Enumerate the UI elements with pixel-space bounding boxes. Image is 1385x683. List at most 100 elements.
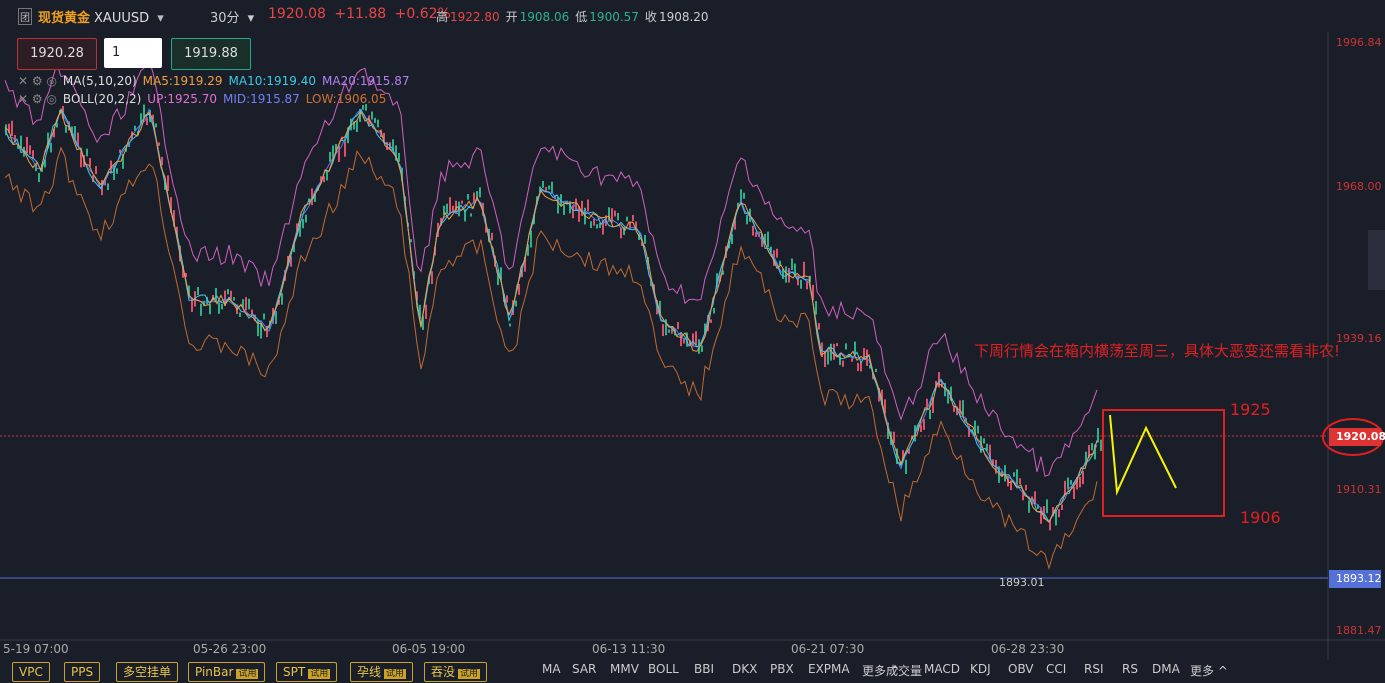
candle: [89, 158, 91, 167]
stat-value: 1908.06: [519, 10, 570, 24]
candle: [1076, 477, 1078, 490]
sub-indicator[interactable]: CCI: [1046, 662, 1067, 676]
range-box: [1102, 409, 1225, 517]
pattern-button[interactable]: 孕线 试用: [350, 662, 414, 682]
qty-input[interactable]: 1: [104, 38, 162, 68]
price-tick: 1881.47: [1336, 624, 1382, 637]
candle: [1013, 472, 1015, 477]
candle: [188, 285, 190, 298]
main-indicator[interactable]: EXPMA: [808, 662, 850, 676]
pattern-button[interactable]: PinBar 试用: [188, 662, 266, 682]
candle: [932, 397, 934, 413]
candle: [734, 217, 736, 230]
candle: [233, 297, 235, 301]
pattern-button[interactable]: 多空挂单: [116, 662, 179, 682]
candle: [344, 141, 346, 157]
main-indicator[interactable]: PBX: [770, 662, 794, 676]
candle: [230, 290, 232, 300]
candle: [1058, 509, 1060, 518]
candle: [1088, 445, 1090, 458]
indicator-value: MID:1915.87: [222, 92, 300, 106]
logo: 团: [18, 8, 32, 25]
indicator-icons: ✕ ⚙ ◎: [18, 92, 57, 106]
candle: [446, 203, 448, 214]
candle: [974, 420, 976, 436]
symbol[interactable]: 现货黄金 XAUUSD ▾: [38, 7, 164, 26]
candle: [1037, 504, 1039, 509]
candle: [80, 151, 82, 168]
candle: [161, 156, 163, 166]
sell-button[interactable]: 1920.28: [17, 38, 97, 70]
candle: [542, 180, 544, 188]
stat-label: 收: [644, 10, 657, 24]
candle: [338, 145, 340, 162]
candle: [836, 343, 838, 347]
main-indicator[interactable]: DKX: [732, 662, 758, 676]
price-tick: 1996.84: [1336, 36, 1382, 49]
sub-indicator[interactable]: RSI: [1084, 662, 1104, 676]
side-toggle[interactable]: [1368, 230, 1385, 290]
candle: [122, 154, 124, 169]
sub-indicator[interactable]: 成交量: [886, 664, 923, 678]
candle: [557, 197, 559, 214]
candle: [1046, 499, 1048, 514]
main-indicator[interactable]: BOLL: [648, 662, 679, 676]
candle: [455, 200, 457, 214]
price-tag: [1329, 570, 1381, 588]
interval-text: 30分: [210, 11, 240, 26]
main-indicator[interactable]: 更多 ^: [862, 664, 900, 678]
candle: [626, 216, 628, 222]
candle: [500, 267, 502, 280]
pattern-button[interactable]: VPC: [12, 662, 50, 682]
candle: [86, 148, 88, 157]
main-indicator[interactable]: BBI: [694, 662, 715, 676]
main-indicator[interactable]: SAR: [572, 662, 597, 676]
candle: [1031, 496, 1033, 505]
sub-indicator[interactable]: DMA: [1152, 662, 1180, 676]
candle: [551, 181, 553, 194]
candle: [1010, 480, 1012, 491]
candle: [155, 123, 157, 128]
candle: [74, 126, 76, 140]
candle: [254, 314, 256, 321]
candle: [647, 257, 649, 270]
candle: [785, 266, 787, 283]
candle: [608, 207, 610, 221]
candle: [278, 299, 280, 305]
main-indicator[interactable]: MA: [542, 662, 561, 676]
candle: [158, 142, 160, 146]
candle: [290, 256, 292, 267]
candle: [893, 431, 895, 443]
indicator-value: MA5:1919.29: [142, 74, 223, 88]
candle: [851, 358, 853, 362]
sub-indicator[interactable]: RS: [1122, 662, 1138, 676]
sub-indicator[interactable]: OBV: [1008, 662, 1034, 676]
pattern-button[interactable]: 吞没 试用: [424, 662, 488, 682]
main-indicator[interactable]: MMV: [610, 662, 639, 676]
candle: [305, 214, 307, 223]
candle: [50, 142, 52, 153]
candle: [242, 299, 244, 308]
candle: [620, 227, 622, 239]
candle: [1043, 506, 1045, 520]
candle: [443, 205, 445, 215]
candle: [425, 304, 427, 319]
button-label: VPC: [19, 665, 43, 679]
buy-button[interactable]: 1919.88: [171, 38, 251, 70]
note: 下周行情会在箱内横荡至周三，具体大恶变还需看非农!: [974, 342, 1341, 360]
candle: [29, 145, 31, 155]
candle: [887, 422, 889, 439]
candle: [1022, 490, 1024, 501]
pattern-button[interactable]: SPT 试用: [276, 662, 338, 682]
candle: [968, 425, 970, 438]
sub-indicator[interactable]: MACD: [924, 662, 960, 676]
candle: [107, 183, 109, 191]
pattern-button[interactable]: PPS: [64, 662, 101, 682]
candle: [497, 269, 499, 286]
interval[interactable]: 30分 ▾: [210, 7, 254, 26]
candle: [200, 303, 202, 316]
candle: [479, 187, 481, 198]
sub-indicator[interactable]: 更多 ^: [1190, 664, 1228, 678]
sub-indicator[interactable]: KDJ: [970, 662, 991, 676]
